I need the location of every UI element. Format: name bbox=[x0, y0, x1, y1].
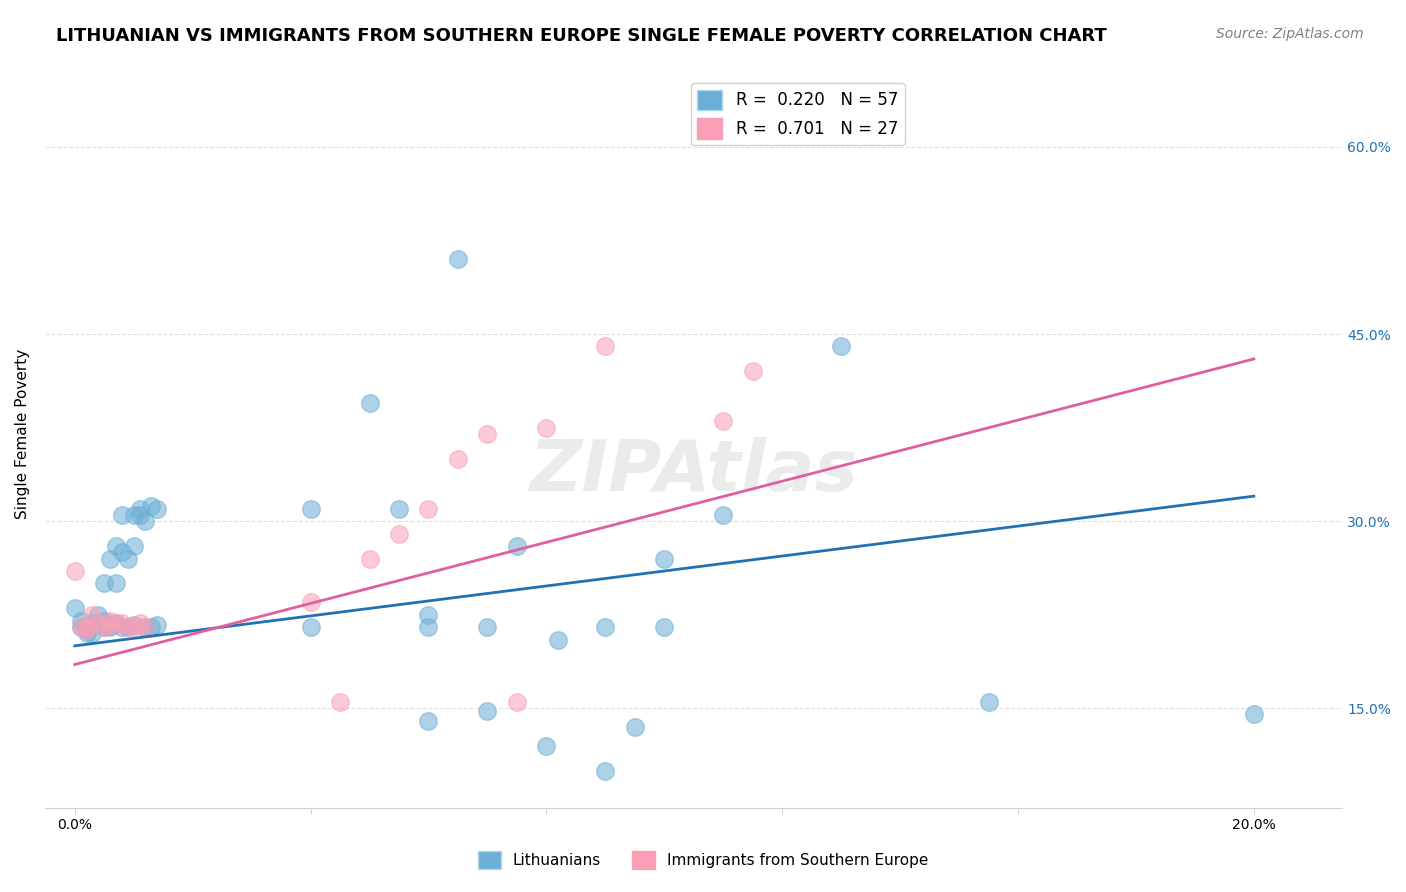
Point bbox=[93, 576, 115, 591]
Point bbox=[76, 623, 98, 637]
Point bbox=[69, 614, 91, 628]
Point bbox=[105, 616, 128, 631]
Point bbox=[93, 620, 115, 634]
Point bbox=[128, 616, 150, 631]
Text: ZIPAtlas: ZIPAtlas bbox=[530, 437, 858, 506]
Point bbox=[93, 614, 115, 628]
Point bbox=[418, 714, 440, 728]
Point bbox=[87, 607, 110, 622]
Point bbox=[652, 620, 675, 634]
Point bbox=[63, 601, 86, 615]
Point bbox=[82, 626, 104, 640]
Point bbox=[299, 620, 322, 634]
Point bbox=[595, 764, 617, 778]
Point bbox=[76, 623, 98, 637]
Point bbox=[111, 616, 134, 631]
Point bbox=[711, 414, 734, 428]
Point bbox=[105, 539, 128, 553]
Point bbox=[122, 617, 145, 632]
Point bbox=[359, 395, 381, 409]
Point bbox=[477, 620, 499, 634]
Point bbox=[359, 551, 381, 566]
Point bbox=[93, 620, 115, 634]
Point bbox=[141, 499, 163, 513]
Point bbox=[146, 501, 169, 516]
Point bbox=[329, 695, 352, 709]
Point bbox=[69, 620, 91, 634]
Point bbox=[76, 620, 98, 634]
Point bbox=[146, 617, 169, 632]
Point bbox=[652, 551, 675, 566]
Point bbox=[76, 626, 98, 640]
Point bbox=[536, 420, 558, 434]
Point bbox=[741, 364, 763, 378]
Point bbox=[105, 576, 128, 591]
Point bbox=[122, 508, 145, 522]
Point bbox=[418, 501, 440, 516]
Point bbox=[624, 720, 647, 734]
Point bbox=[134, 514, 156, 528]
Text: LITHUANIAN VS IMMIGRANTS FROM SOUTHERN EUROPE SINGLE FEMALE POVERTY CORRELATION : LITHUANIAN VS IMMIGRANTS FROM SOUTHERN E… bbox=[56, 27, 1107, 45]
Point bbox=[111, 620, 134, 634]
Point bbox=[506, 539, 529, 553]
Point bbox=[69, 620, 91, 634]
Text: Source: ZipAtlas.com: Source: ZipAtlas.com bbox=[1216, 27, 1364, 41]
Point bbox=[98, 614, 121, 628]
Point bbox=[76, 620, 98, 634]
Point bbox=[117, 551, 139, 566]
Point bbox=[477, 426, 499, 441]
Point bbox=[134, 620, 156, 634]
Point bbox=[536, 739, 558, 753]
Point bbox=[141, 620, 163, 634]
Point bbox=[98, 551, 121, 566]
Legend: Lithuanians, Immigrants from Southern Europe: Lithuanians, Immigrants from Southern Eu… bbox=[471, 845, 935, 875]
Point bbox=[447, 252, 470, 267]
Point bbox=[447, 451, 470, 466]
Point bbox=[547, 632, 569, 647]
Point bbox=[299, 595, 322, 609]
Point bbox=[128, 508, 150, 522]
Point bbox=[595, 339, 617, 353]
Point bbox=[977, 695, 1000, 709]
Point bbox=[122, 539, 145, 553]
Point bbox=[595, 620, 617, 634]
Point bbox=[388, 526, 411, 541]
Point bbox=[87, 616, 110, 631]
Point bbox=[105, 616, 128, 631]
Point bbox=[418, 620, 440, 634]
Point bbox=[1243, 707, 1265, 722]
Point bbox=[87, 616, 110, 631]
Point bbox=[82, 607, 104, 622]
Point bbox=[506, 695, 529, 709]
Legend: R =  0.220   N = 57, R =  0.701   N = 27: R = 0.220 N = 57, R = 0.701 N = 27 bbox=[690, 83, 904, 145]
Y-axis label: Single Female Poverty: Single Female Poverty bbox=[15, 349, 30, 519]
Point bbox=[98, 617, 121, 632]
Point bbox=[111, 508, 134, 522]
Point bbox=[830, 339, 852, 353]
Point bbox=[711, 508, 734, 522]
Point bbox=[82, 616, 104, 631]
Point bbox=[63, 564, 86, 578]
Point bbox=[111, 545, 134, 559]
Point bbox=[418, 607, 440, 622]
Point bbox=[128, 501, 150, 516]
Point bbox=[122, 620, 145, 634]
Point bbox=[299, 501, 322, 516]
Point bbox=[134, 620, 156, 634]
Point bbox=[98, 620, 121, 634]
Point bbox=[388, 501, 411, 516]
Point bbox=[477, 704, 499, 718]
Point bbox=[117, 620, 139, 634]
Point bbox=[117, 620, 139, 634]
Point bbox=[98, 617, 121, 632]
